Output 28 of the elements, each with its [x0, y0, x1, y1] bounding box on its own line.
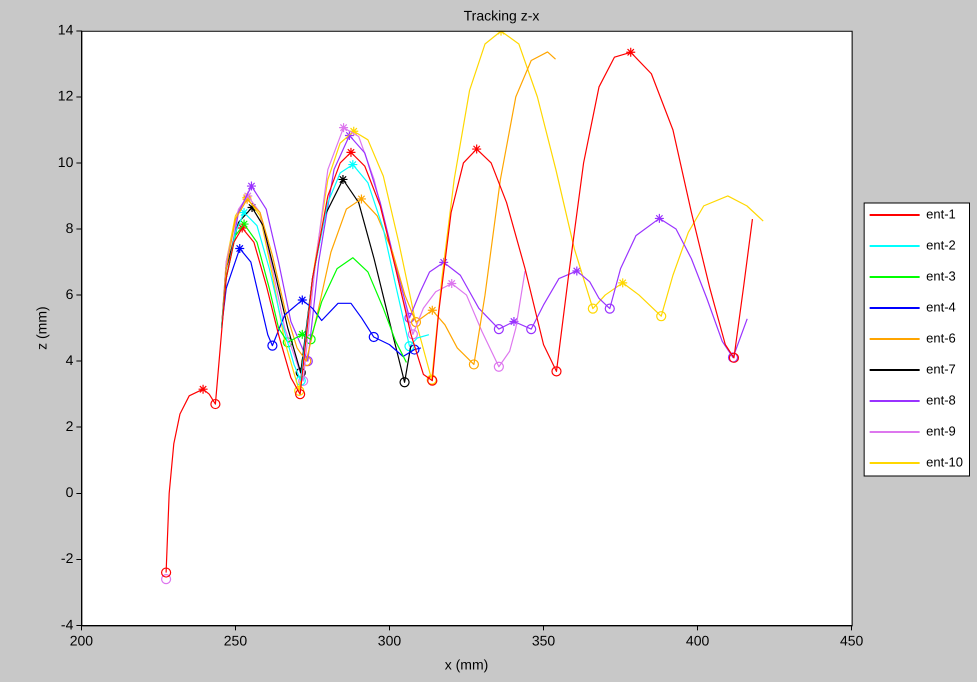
legend-label: ent-8 [926, 392, 956, 408]
legend-label: ent-10 [926, 454, 964, 470]
x-tick-label: 250 [224, 632, 248, 649]
y-tick-label: 2 [66, 418, 74, 434]
legend-label: ent-1 [926, 206, 956, 222]
y-tick-label: 0 [66, 484, 74, 500]
y-tick-label: -2 [60, 550, 74, 566]
y-tick-label: 12 [58, 88, 74, 104]
legend-label: ent-4 [926, 300, 956, 315]
x-tick-label: 300 [378, 632, 402, 649]
y-tick-label: 8 [66, 220, 74, 236]
x-tick-label: 200 [70, 632, 94, 649]
legend-label: ent-6 [926, 330, 956, 346]
chart-title: Tracking z-x [464, 7, 540, 24]
y-tick-label: 4 [66, 352, 74, 368]
y-tick-label: 10 [58, 154, 74, 170]
y-tick-label: -4 [60, 616, 74, 632]
legend-label: ent-7 [926, 362, 956, 377]
y-tick-label: 6 [66, 286, 74, 302]
y-tick-label: 14 [58, 22, 74, 38]
x-tick-label: 350 [532, 632, 556, 649]
legend-label: ent-9 [926, 424, 956, 439]
x-axis-title: x (mm) [444, 656, 488, 672]
legend-label: ent-2 [926, 238, 956, 253]
y-axis-title: z (mm) [33, 306, 50, 350]
x-tick-label: 450 [840, 632, 864, 649]
x-tick-label: 400 [686, 632, 710, 649]
legend-label: ent-3 [926, 268, 956, 284]
